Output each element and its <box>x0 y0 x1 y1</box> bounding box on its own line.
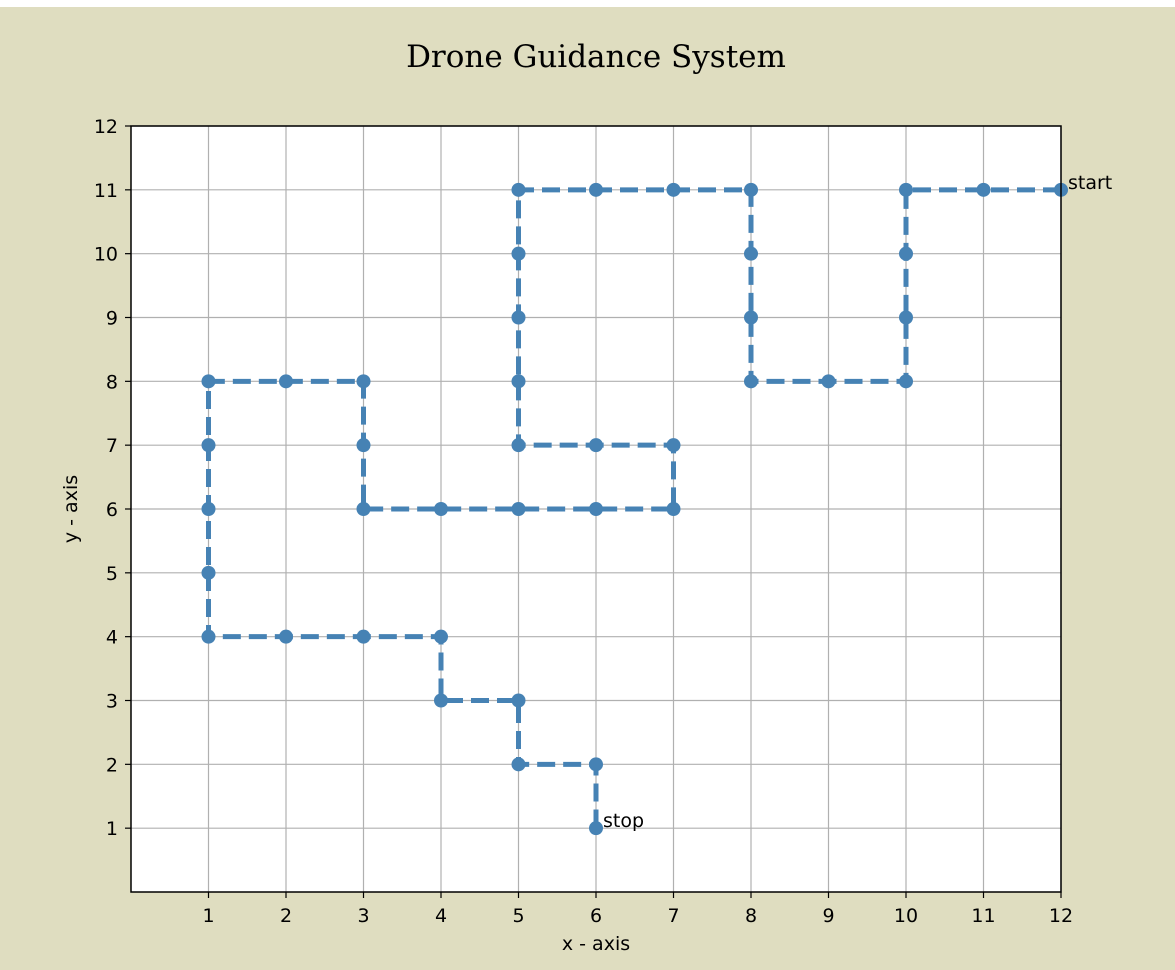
x-tick-label: 6 <box>590 905 602 927</box>
data-point <box>511 246 526 261</box>
data-point <box>899 374 913 389</box>
data-point <box>976 182 991 197</box>
y-tick-label: 11 <box>94 180 118 202</box>
data-point <box>589 757 603 772</box>
data-point <box>589 438 603 453</box>
data-point <box>744 182 758 197</box>
x-tick-label: 1 <box>202 905 214 927</box>
data-point <box>899 246 913 261</box>
data-point <box>511 502 526 516</box>
x-tick-label: 3 <box>357 905 369 927</box>
x-tick-label: 7 <box>667 905 679 927</box>
y-tick-label: 7 <box>106 435 118 457</box>
x-tick-label: 2 <box>280 905 292 927</box>
data-point <box>899 310 913 325</box>
data-point <box>589 182 603 197</box>
data-point <box>589 821 603 836</box>
data-point <box>511 757 526 772</box>
data-point <box>434 693 448 708</box>
x-tick-label: 5 <box>512 905 524 927</box>
data-point <box>666 438 681 453</box>
data-point <box>899 182 913 197</box>
data-point <box>511 693 526 708</box>
x-tick-label: 11 <box>971 905 995 927</box>
y-tick-label: 9 <box>106 308 118 330</box>
series-layer <box>201 182 1068 836</box>
data-point <box>279 374 293 389</box>
annotation-stop: stop <box>603 810 644 832</box>
y-tick-label: 8 <box>106 371 118 393</box>
data-point <box>589 502 603 516</box>
y-tick-label: 2 <box>106 754 118 776</box>
x-tick-label: 4 <box>435 905 447 927</box>
data-point <box>666 182 681 197</box>
data-point <box>744 374 758 389</box>
data-point <box>201 374 216 389</box>
data-point <box>201 629 216 644</box>
data-point <box>744 310 758 325</box>
data-point <box>511 310 526 325</box>
data-point <box>666 502 681 516</box>
data-point <box>821 374 836 389</box>
y-tick-label: 3 <box>106 691 118 713</box>
chart-title: Drone Guidance System <box>406 39 786 75</box>
data-point <box>356 374 371 389</box>
series-line <box>206 187 1061 829</box>
y-tick-label: 6 <box>106 499 118 521</box>
annotation-layer: start stop <box>603 172 1112 832</box>
y-tick-label: 10 <box>94 244 118 266</box>
x-axis-label: x - axis <box>562 933 630 955</box>
x-tick-label: 10 <box>894 905 918 927</box>
data-point <box>511 182 526 197</box>
y-tick-label: 4 <box>106 627 118 649</box>
data-point <box>356 438 371 453</box>
data-point <box>434 502 448 516</box>
data-point <box>356 629 371 644</box>
data-point <box>434 629 448 644</box>
data-point <box>201 502 216 516</box>
x-tick-label: 12 <box>1049 905 1073 927</box>
data-point <box>201 565 216 580</box>
data-point <box>744 246 758 261</box>
data-point <box>356 502 371 516</box>
data-point <box>511 438 526 453</box>
y-tick-label: 5 <box>106 563 118 585</box>
y-axis-label: y - axis <box>60 475 82 543</box>
y-tick-label: 1 <box>106 818 118 840</box>
data-point <box>511 374 526 389</box>
annotation-start: start <box>1068 172 1112 194</box>
data-point <box>201 438 216 453</box>
x-tick-label: 8 <box>745 905 757 927</box>
x-tick-label: 9 <box>822 905 834 927</box>
data-point <box>279 629 293 644</box>
y-tick-label: 12 <box>94 116 118 138</box>
